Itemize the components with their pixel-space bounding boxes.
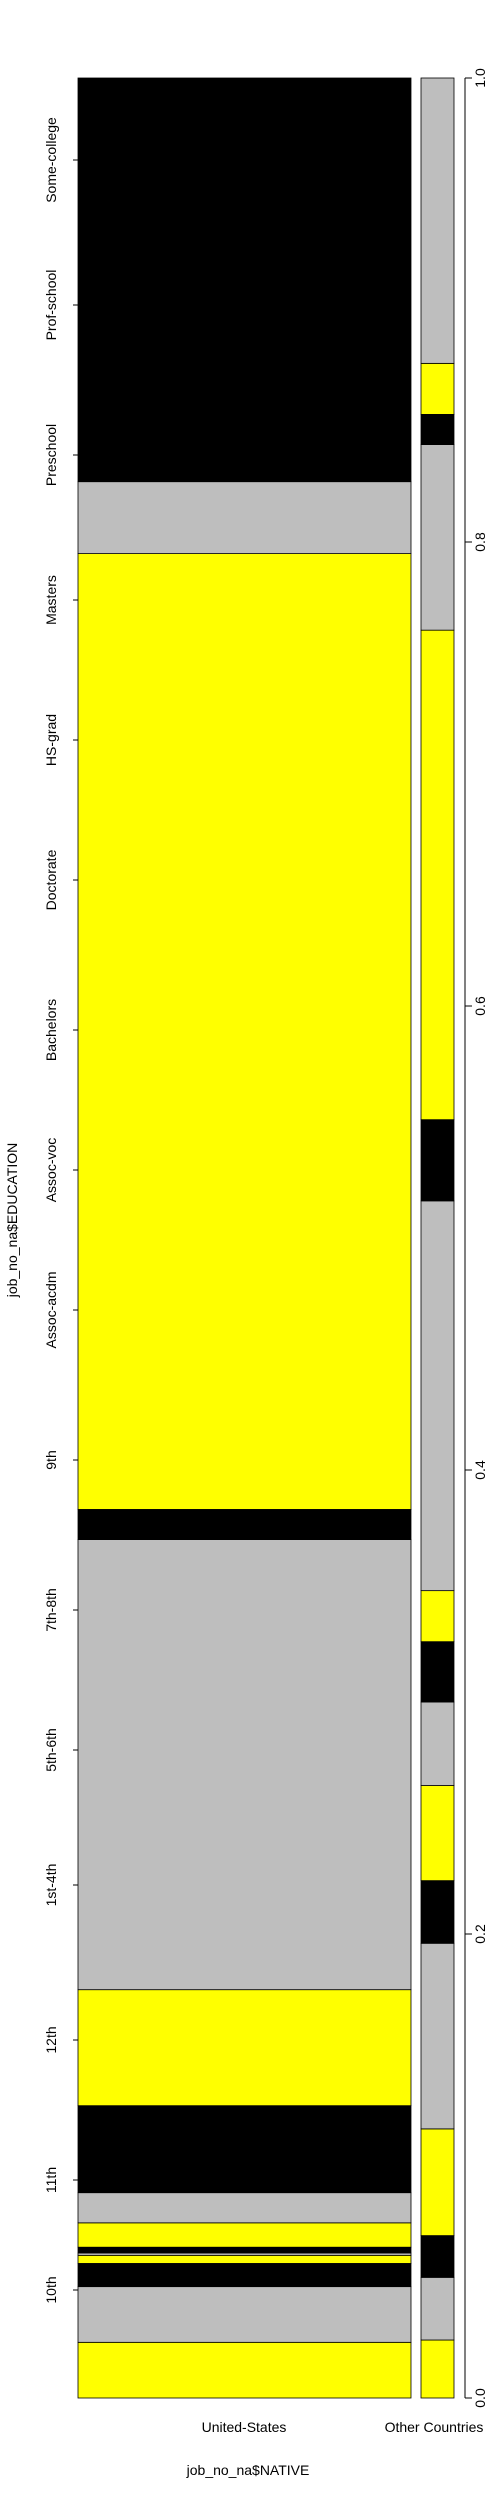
- segment-1-0: [420, 2339, 455, 2399]
- segment-1-4: [420, 1942, 455, 2130]
- segment-0-12: [77, 553, 412, 1510]
- left-tick-label: HS-grad: [43, 714, 59, 766]
- left-tick-label: 11th: [43, 2167, 59, 2193]
- segments-layer: [77, 77, 455, 2399]
- segment-0-10: [77, 1539, 412, 1991]
- x-tick-label: United-States: [202, 2419, 287, 2435]
- segment-0-14: [77, 77, 412, 483]
- segment-1-12: [420, 629, 455, 1121]
- segment-1-7: [420, 1701, 455, 1786]
- left-tick-label: 7th-8th: [43, 1588, 59, 1632]
- segment-0-6: [77, 2222, 412, 2248]
- left-tick-label: Some-college: [43, 117, 59, 203]
- segment-1-16: [420, 77, 455, 364]
- left-tick-label: 10th: [43, 2276, 59, 2303]
- segment-0-3: [77, 2254, 412, 2264]
- left-tick-label: 1st-4th: [43, 1864, 59, 1907]
- right-tick-label: 0.6: [472, 996, 488, 1016]
- left-tick-label: 5th-6th: [43, 1728, 59, 1772]
- x-tick-label: Other Countries: [385, 2419, 484, 2435]
- y-axis-title: job_no_na$EDUCATION: [4, 1143, 20, 1299]
- segment-0-5: [77, 2246, 412, 2254]
- right-tick-label: 0.2: [472, 1924, 488, 1944]
- left-tick-label: Assoc-voc: [43, 1138, 59, 1203]
- segment-1-9: [420, 1590, 455, 1643]
- segment-1-3: [420, 2128, 455, 2236]
- segment-0-11: [77, 1509, 412, 1540]
- right-tick-label: 1.0: [472, 68, 488, 88]
- left-axis: 10th 11th 12th 1st-4th 5th-6th 7th-8th 9th Asso…: [43, 117, 78, 2304]
- left-tick-label: 9th: [43, 1450, 59, 1469]
- segment-1-13: [420, 444, 455, 631]
- segment-1-2: [420, 2235, 455, 2278]
- left-tick-label: Doctorate: [43, 849, 59, 910]
- left-tick-label: Preschool: [43, 424, 59, 486]
- left-tick-label: Prof-school: [43, 270, 59, 341]
- bottom-axis: United-States Other Countries: [202, 2419, 484, 2435]
- segment-1-14: [420, 413, 455, 445]
- right-tick-label: 0.0: [472, 2388, 488, 2408]
- segment-1-5: [420, 1880, 455, 1944]
- segment-1-15: [420, 362, 455, 415]
- segment-1-1: [420, 2276, 455, 2341]
- left-tick-label: 12th: [43, 2026, 59, 2053]
- segment-1-11: [420, 1119, 455, 1202]
- segment-1-6: [420, 1785, 455, 1882]
- left-tick-label: Bachelors: [43, 999, 59, 1061]
- segment-0-9: [77, 1989, 412, 2107]
- left-tick-label: Assoc-acdm: [43, 1271, 59, 1348]
- right-tick-label: 0.4: [472, 1460, 488, 1480]
- segment-0-0: [77, 2341, 412, 2399]
- segment-0-1: [77, 2286, 412, 2343]
- right-axis: 0.0 0.2 0.4 0.6 0.8 1.0: [464, 68, 488, 2408]
- segment-0-8: [77, 2105, 412, 2194]
- segment-1-10: [420, 1200, 455, 1592]
- right-tick-label: 0.8: [472, 532, 488, 552]
- x-axis-title: job_no_na$NATIVE: [186, 2462, 310, 2478]
- segment-0-2: [77, 2263, 412, 2288]
- left-tick-label: Masters: [43, 575, 59, 625]
- segment-0-13: [77, 481, 412, 554]
- segment-1-8: [420, 1641, 455, 1703]
- segment-0-7: [77, 2192, 412, 2224]
